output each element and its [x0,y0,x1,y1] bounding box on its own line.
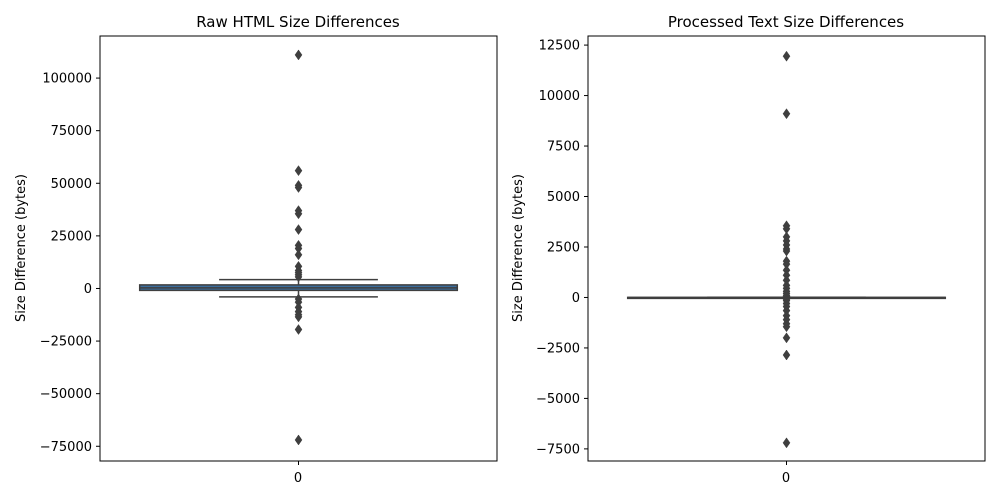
outlier-point [294,324,303,335]
y-tick-label: 2500 [547,240,580,255]
y-tick-label: 10000 [539,89,580,104]
x-tick-label: 0 [782,471,790,486]
outlier-point [782,437,791,449]
outlier-point [294,434,303,446]
y-tick-label: 0 [84,282,92,297]
chart-title: Raw HTML Size Differences [196,13,400,31]
outlier-point [294,165,303,177]
chart-title: Processed Text Size Differences [668,13,904,31]
outlier-point [294,49,303,61]
outlier-point [782,332,791,344]
outlier-point [294,311,303,323]
y-tick-label: 100000 [42,72,92,87]
y-tick-label: −50000 [40,387,92,402]
y-tick-label: −25000 [40,335,92,350]
chart-processed-text: Processed Text Size Differences Size Dif… [511,13,986,486]
y-tick-label: 50000 [51,177,92,192]
outlier-point [294,182,303,193]
chart-raw-html: Raw HTML Size Differences Size Differenc… [14,13,498,486]
y-tick-label: −5000 [536,392,580,407]
plot-frame [587,35,986,462]
y-tick-label: −75000 [40,440,92,455]
plot-frame [99,35,498,462]
outlier-point [294,249,303,261]
y-tick-label: 0 [572,291,580,306]
outlier-point [294,208,303,220]
x-tick-label: 0 [294,471,302,486]
y-tick-label: −7500 [536,442,580,457]
y-tick-label: 5000 [547,190,580,205]
outlier-point [782,50,791,62]
outlier-point [782,108,791,120]
y-tick-label: 12500 [539,39,580,54]
outlier-point [294,224,303,235]
y-tick-label: −2500 [536,341,580,356]
outlier-point [782,321,791,333]
plot-area: −7500 −5000 −2500 0 2500 5000 7500 10000 12500 [536,35,986,465]
outlier-point [294,271,303,283]
y-tick-label: 75000 [51,124,92,139]
outlier-point [782,349,791,361]
y-tick-label: 7500 [547,140,580,155]
y-axis-label: Size Difference (bytes) [511,174,526,322]
y-axis-label: Size Difference (bytes) [14,174,29,322]
y-tick-label: 25000 [51,229,92,244]
plot-area: −75000 −50000 −25000 0 25000 50000 75000 100000 [40,35,498,465]
